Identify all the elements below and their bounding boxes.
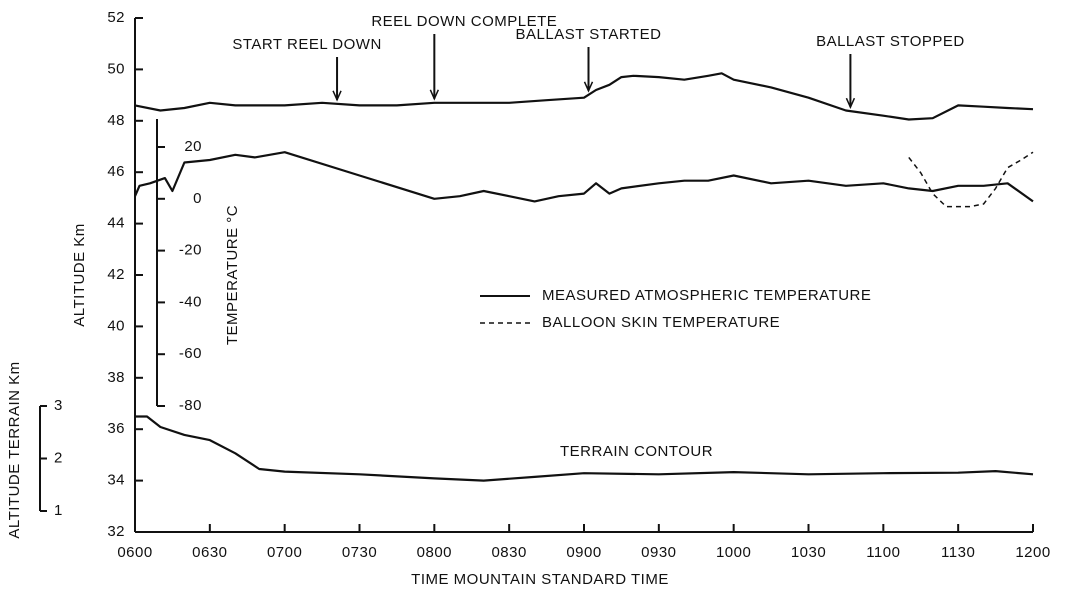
y2-tick-label: 20 (184, 138, 202, 155)
y-tick-label: 48 (107, 112, 125, 129)
y2-tick-label: -80 (179, 397, 202, 414)
y-tick-label: 44 (107, 215, 125, 232)
y3-tick-label: 3 (54, 397, 63, 414)
annotation: START REEL DOWN (232, 36, 381, 53)
arrow-head (429, 89, 440, 101)
y-tick-label: 38 (107, 369, 125, 386)
series-line (134, 72, 1034, 121)
legend-label: BALLOON SKIN TEMPERATURE (542, 314, 780, 331)
x-tick-label: 1100 (866, 544, 900, 561)
x-tick-label: 0800 (417, 544, 452, 561)
y2-tick-label: -40 (179, 293, 202, 310)
y2-tick-label: -60 (179, 345, 202, 362)
x-tick-label: 0700 (267, 544, 302, 561)
arrow-head (583, 81, 594, 93)
x-tick-label: 0830 (491, 544, 526, 561)
arrow-head (332, 90, 342, 102)
x-tick-label: 0630 (192, 544, 227, 561)
y3-tick-label: 1 (54, 502, 63, 519)
y-tick-label: 52 (107, 9, 125, 26)
y-tick-label: 32 (107, 523, 125, 540)
x-tick-label: 0730 (342, 544, 377, 561)
y-tick-label: 50 (107, 60, 125, 77)
y3-axis-label: ALTITUDE TERRAIN Km (6, 361, 23, 538)
y-tick-label: 34 (107, 472, 125, 489)
y-tick-label: 36 (107, 420, 125, 437)
y2-tick-label: 0 (193, 190, 202, 207)
x-tick-label: 1200 (1015, 544, 1050, 561)
x-tick-label: 0900 (566, 544, 601, 561)
annotation: REEL DOWN COMPLETE (371, 13, 557, 30)
legend-label: MEASURED ATMOSPHERIC TEMPERATURE (542, 287, 871, 304)
x-tick-label: 0600 (117, 544, 152, 561)
annotation: BALLAST STOPPED (816, 33, 965, 50)
x-tick-label: 1000 (716, 544, 751, 561)
x-tick-label: 1130 (941, 544, 975, 561)
annotation: BALLAST STARTED (516, 26, 662, 43)
series-line (133, 151, 1034, 203)
x-axis-label: TIME MOUNTAIN STANDARD TIME (411, 571, 669, 588)
y3-tick-label: 2 (54, 449, 63, 466)
curve-label: TERRAIN CONTOUR (560, 443, 713, 460)
y-tick-label: 46 (107, 163, 125, 180)
y-axis-label: ALTITUDE Km (71, 223, 88, 327)
x-tick-label: 0930 (641, 544, 676, 561)
y2-axis-label: TEMPERATURE °C (224, 205, 241, 345)
y2-tick-label: -20 (179, 242, 202, 259)
x-tick-label: 1030 (791, 544, 826, 561)
arrow-head (845, 97, 856, 109)
series-line (135, 415, 1034, 482)
series-line (908, 151, 1034, 208)
y-tick-label: 40 (107, 317, 125, 334)
y-tick-label: 42 (107, 266, 125, 283)
